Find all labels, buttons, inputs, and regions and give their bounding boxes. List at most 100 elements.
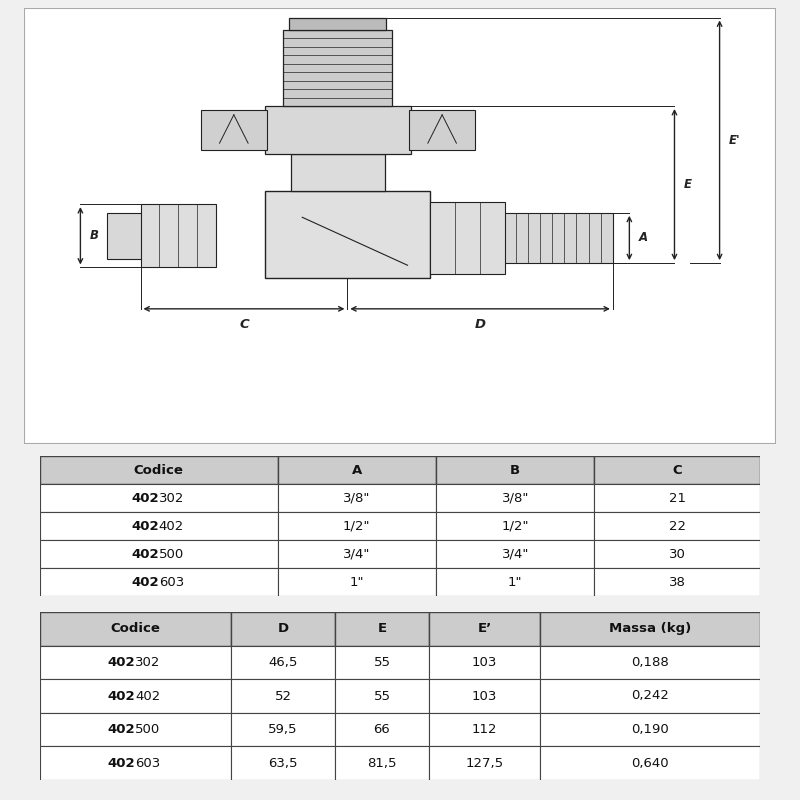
Text: 0,640: 0,640 [631,757,669,770]
Text: E': E' [729,134,740,147]
Text: 66: 66 [374,723,390,736]
Bar [278,484,436,512]
Bar [541,713,760,746]
Text: 55: 55 [374,656,390,669]
Text: 402: 402 [158,519,184,533]
Text: 1/2": 1/2" [343,519,370,533]
Bar [436,512,594,540]
Bar [40,456,278,484]
Bar [40,713,231,746]
Bar [40,646,231,679]
Text: 402: 402 [131,491,158,505]
Bar [541,679,760,713]
Bar [436,568,594,596]
Text: A: A [638,231,647,245]
Text: 402: 402 [108,757,135,770]
Text: 402: 402 [131,519,158,533]
Text: 46,5: 46,5 [268,656,298,669]
Text: 500: 500 [158,547,184,561]
Text: 603: 603 [158,575,184,589]
Text: 81,5: 81,5 [367,757,397,770]
Bar [436,484,594,512]
Text: E’: E’ [478,622,492,635]
Text: 38: 38 [669,575,686,589]
Bar [40,679,231,713]
Bar [40,746,231,780]
Bar [594,512,760,540]
Bar [436,456,594,484]
Bar [231,679,335,713]
Bar [436,540,594,568]
Text: 1/2": 1/2" [502,519,529,533]
Bar [265,106,411,154]
Text: 603: 603 [135,757,161,770]
Bar [40,612,231,646]
Text: 402: 402 [108,690,135,702]
Text: 63,5: 63,5 [268,757,298,770]
Text: 3/4": 3/4" [343,547,370,561]
Bar [541,612,760,646]
Bar [335,746,429,780]
Text: 55: 55 [374,690,390,702]
Text: D: D [474,318,486,331]
Bar [594,540,760,568]
Text: 302: 302 [135,656,161,669]
Text: 22: 22 [669,519,686,533]
Bar [429,746,541,780]
Bar [594,484,760,512]
Bar [265,191,430,278]
Bar [278,568,436,596]
Bar [141,204,216,267]
Bar [541,746,760,780]
Bar [504,213,613,263]
Text: 3/8": 3/8" [343,491,370,505]
Bar [106,213,143,258]
Text: 3/8": 3/8" [502,491,529,505]
Text: 3/4": 3/4" [502,547,529,561]
Text: Massa (kg): Massa (kg) [609,622,691,635]
Text: 127,5: 127,5 [466,757,504,770]
Text: C: C [239,318,249,331]
Text: 1": 1" [350,575,364,589]
Text: 402: 402 [108,656,135,669]
Bar [289,18,386,30]
Text: 500: 500 [135,723,161,736]
Text: A: A [352,463,362,477]
Bar [429,646,541,679]
Bar [283,30,393,106]
Text: B: B [90,230,99,242]
Text: 402: 402 [131,547,158,561]
Bar [40,568,278,596]
Text: 59,5: 59,5 [268,723,298,736]
Text: Codice: Codice [134,463,184,477]
Text: 402: 402 [135,690,161,702]
Bar [429,612,541,646]
Bar [430,202,506,274]
Bar [231,646,335,679]
Bar [335,612,429,646]
Text: 52: 52 [274,690,291,702]
Bar [541,646,760,679]
Text: B: B [510,463,520,477]
Text: Codice: Codice [110,622,160,635]
Bar [291,154,385,191]
Text: 0,190: 0,190 [631,723,669,736]
Text: 0,188: 0,188 [631,656,669,669]
Bar [231,612,335,646]
Text: C: C [672,463,682,477]
Bar [278,512,436,540]
Text: 112: 112 [472,723,498,736]
Text: 402: 402 [131,575,158,589]
Text: 30: 30 [669,547,686,561]
Text: 0,242: 0,242 [631,690,669,702]
Text: 21: 21 [669,491,686,505]
Bar [40,540,278,568]
Bar [429,713,541,746]
Text: E: E [683,178,691,191]
Text: 103: 103 [472,690,498,702]
Text: 302: 302 [158,491,184,505]
Bar [278,540,436,568]
Bar [335,679,429,713]
Text: 402: 402 [108,723,135,736]
Bar [40,512,278,540]
